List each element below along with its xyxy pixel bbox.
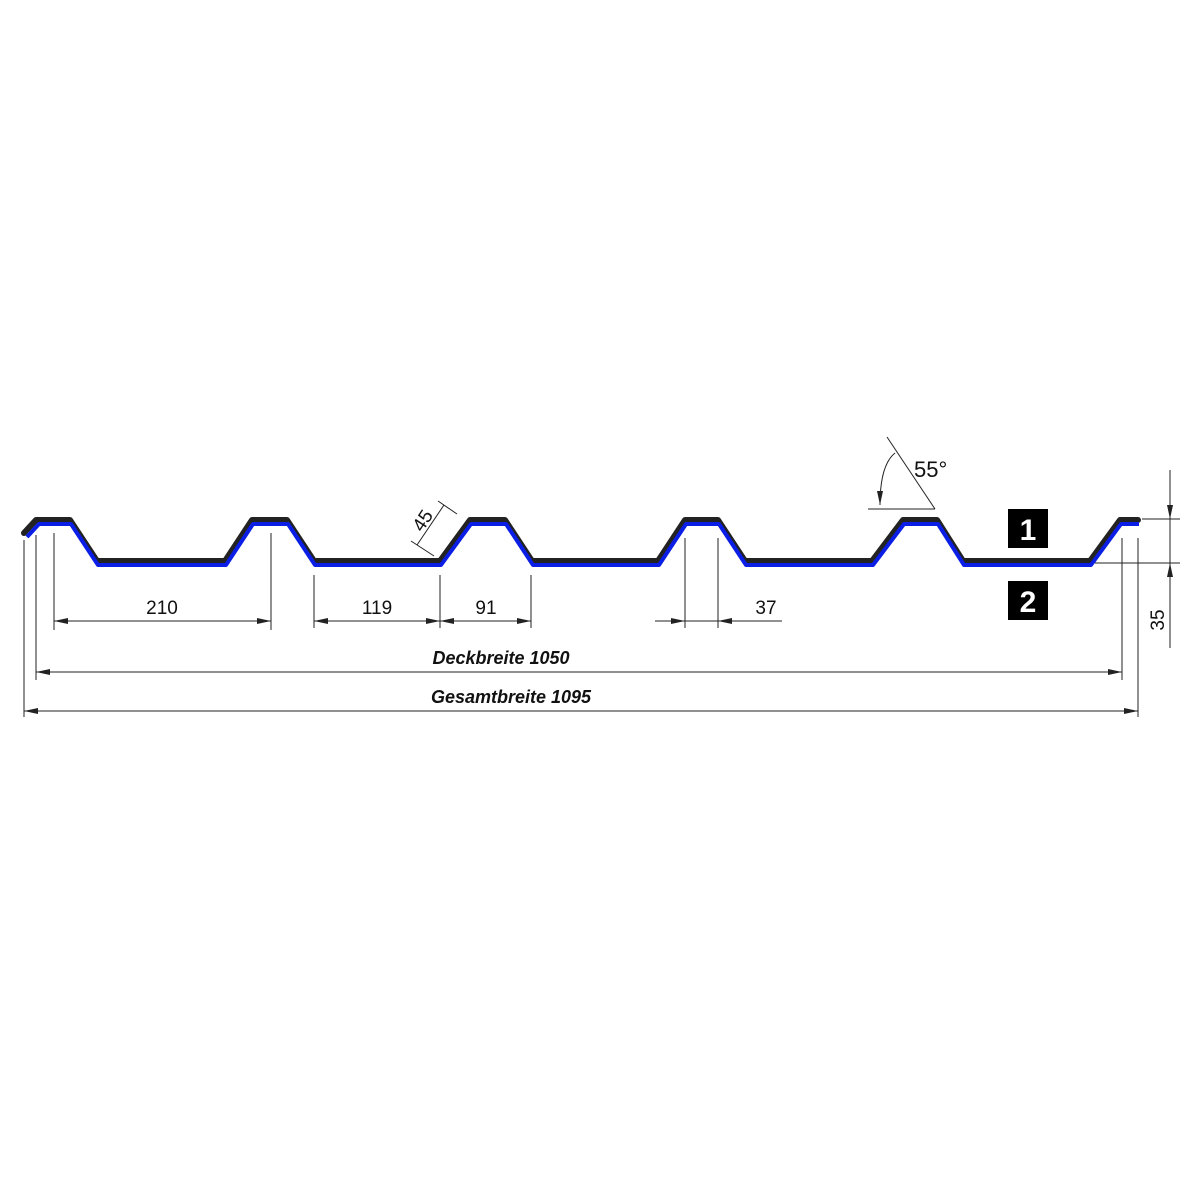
- dim-text-210: 210: [146, 598, 178, 619]
- side-label-top-text: 1: [1020, 514, 1037, 547]
- dim-tick-45-a: [410, 540, 435, 557]
- dim-text-height: 35: [1148, 609, 1169, 630]
- dim-text-91: 91: [475, 598, 496, 619]
- side-label-bottom-text: 2: [1020, 586, 1037, 619]
- dim-text-37: 37: [755, 598, 776, 619]
- side-label-top: 1: [1008, 509, 1048, 548]
- angle-reference-slant: [886, 436, 936, 510]
- total-width-label: Gesamtbreite 1095: [431, 687, 592, 707]
- dim-text-45: 45: [409, 506, 438, 535]
- angle-arc: [877, 452, 896, 506]
- dim-text-angle: 55°: [914, 457, 947, 482]
- dim-line-45: [416, 504, 445, 546]
- side-label-bottom: 2: [1008, 581, 1048, 620]
- profile-outer-line: [21, 517, 1141, 564]
- extension-lines: [23, 518, 1180, 717]
- profile-inner-coating: [25, 522, 1139, 567]
- dim-text-119: 119: [362, 598, 392, 619]
- cover-width-label: Deckbreite 1050: [432, 648, 569, 668]
- dim-tick-45-b: [437, 500, 458, 515]
